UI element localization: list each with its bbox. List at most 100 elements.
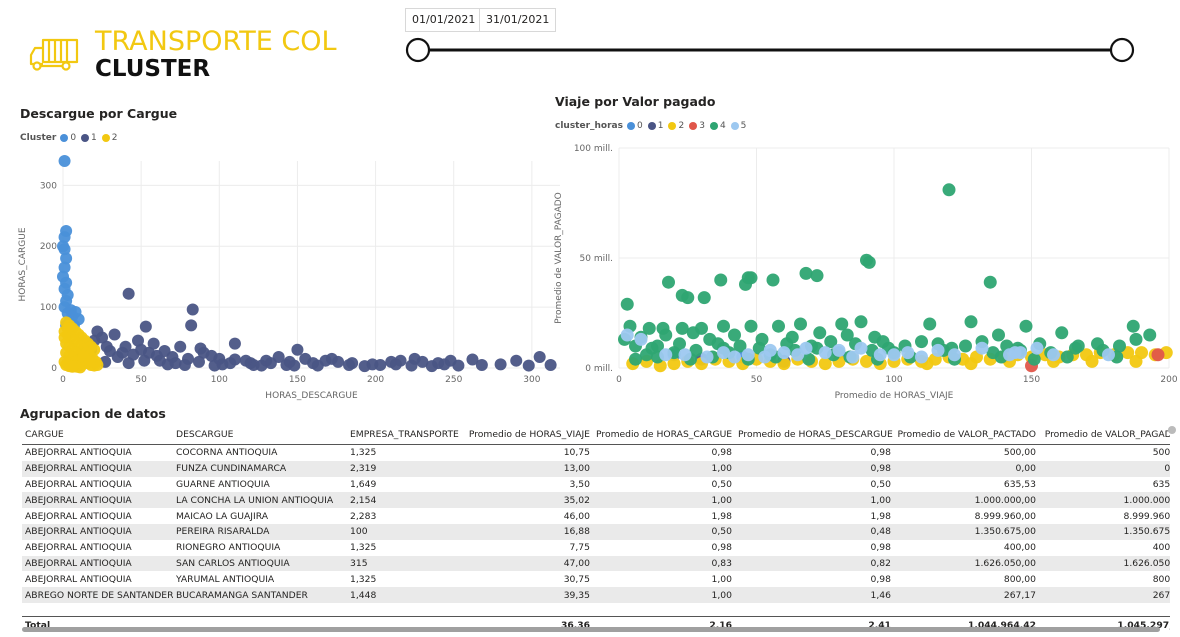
scatter-point[interactable] [544,358,557,371]
legend-item-2[interactable]: 2 [101,133,118,143]
table-row[interactable]: ABEJORRAL ANTIOQUIA LA CONCHA LA UNION AN… [22,492,1170,509]
scatter-point[interactable] [311,359,324,372]
scatter-point[interactable] [923,317,937,331]
table-row[interactable]: ABEJORRAL ANTIOQUIA YARUMAL ANTIOQUIA 1,32… [22,571,1170,587]
scatter-point[interactable] [1047,348,1060,362]
scatter-point[interactable] [659,348,673,362]
scatter-point[interactable] [686,326,700,340]
slider-start-handle[interactable] [405,37,431,63]
scatter-point[interactable] [835,317,849,331]
column-header[interactable]: Promedio de VALOR_PAGADO [1039,424,1170,445]
scatter-point[interactable] [1143,328,1157,342]
scatter-point[interactable] [174,340,187,353]
scatter-point[interactable] [739,277,752,291]
scatter-point[interactable] [840,328,854,342]
scatter-point[interactable] [714,273,728,287]
scatter-point[interactable] [983,275,997,289]
legend-item-3[interactable]: 3 [689,121,705,131]
table-row[interactable]: ABEJORRAL ANTIOQUIA PEREIRA RISARALDA 100 1… [22,523,1170,540]
scatter-point[interactable] [192,355,205,368]
scatter-point[interactable] [58,155,71,167]
column-header[interactable]: Promedio de HORAS_DESCARGUE [735,424,894,445]
legend-item-5[interactable]: 5 [730,121,746,131]
scatter-point[interactable] [91,325,104,338]
scatter-point[interactable] [224,357,237,370]
scatter-point[interactable] [264,357,277,370]
scatter-point[interactable] [854,341,868,355]
scatter-point[interactable] [58,261,71,274]
scatter-point[interactable] [667,357,681,371]
legend-item-0[interactable]: 0 [60,133,76,143]
scatter-point[interactable] [862,255,876,269]
scatter-point[interactable] [659,328,673,342]
scatter-point[interactable] [394,354,407,367]
scatter-point[interactable] [138,354,151,367]
scroll-indicator[interactable] [1168,426,1176,434]
scatter-point[interactable] [139,320,152,333]
scatter-point[interactable] [466,353,479,366]
scatter-point[interactable] [161,358,174,371]
scatter-point[interactable] [452,359,465,372]
scatter-point[interactable] [620,297,634,311]
scatter-point[interactable] [678,348,692,362]
table-row[interactable]: ABEJORRAL ANTIOQUIA COCORNA ANTIOQUIA 1,32… [22,445,1170,461]
scatter-point[interactable] [83,356,96,369]
scatter-point[interactable] [1113,339,1126,353]
scatter-point[interactable] [1129,332,1143,346]
scatter-point[interactable] [522,359,535,372]
scatter-point[interactable] [832,343,846,357]
scatter-point[interactable] [681,291,695,305]
table-row[interactable]: ABEJORRAL ANTIOQUIA GUARNE ANTIOQUIA 1,649… [22,477,1170,493]
scatter-point[interactable] [697,291,711,305]
scatter-point[interactable] [799,266,813,280]
scatter-point[interactable] [239,354,252,367]
scatter-point[interactable] [620,328,634,342]
scatter-point[interactable] [147,337,160,350]
horizontal-scrollbar[interactable] [22,627,1160,632]
scatter-point[interactable] [791,348,805,362]
legend-item-1[interactable]: 1 [647,121,663,131]
scatter-point[interactable] [777,346,791,360]
scatter-point[interactable] [733,339,747,353]
legend-item-2[interactable]: 2 [668,121,684,131]
date-start-input[interactable]: 01/01/2021 [405,8,483,32]
scatter-point[interactable] [873,348,887,362]
scatter-point[interactable] [818,346,832,360]
scatter-point[interactable] [58,231,71,244]
scatter-point[interactable] [1126,319,1140,333]
table-row[interactable]: ABEJORRAL ANTIOQUIA SAN CARLOS ANTIOQUIA 3… [22,555,1170,572]
scatter-point[interactable] [717,319,730,333]
scatter-point[interactable] [931,343,945,357]
scatter-point[interactable] [854,315,868,329]
right-scatter-chart[interactable]: 0 50 100 150 200 0 mill. 50 mill. 100 mill. Prom… [540,138,1180,408]
scatter-point[interactable] [343,358,356,371]
scatter-point[interactable] [964,315,978,329]
date-end-input[interactable]: 31/01/2021 [479,8,557,32]
scatter-point[interactable] [794,317,807,331]
scatter-point[interactable] [948,348,961,362]
scatter-point[interactable] [194,342,207,355]
scatter-point[interactable] [1129,354,1143,368]
scatter-point[interactable] [964,357,978,371]
column-header[interactable]: CARGUE [22,424,173,445]
scatter-point[interactable] [66,360,79,373]
scatter-point[interactable] [132,334,145,347]
scatter-point[interactable] [992,328,1005,342]
column-header[interactable]: Promedio de HORAS_CARGUE [593,424,735,445]
scatter-point[interactable] [288,359,301,372]
scatter-point[interactable] [810,269,824,283]
legend-item-0[interactable]: 0 [627,121,643,131]
scatter-point[interactable] [758,350,772,364]
scatter-point[interactable] [700,350,714,364]
scatter-point[interactable] [846,350,860,364]
scatter-point[interactable] [122,287,135,300]
table-row[interactable]: ABEJORRAL ANTIOQUIA RIONEGRO ANTIOQUIA 1,3… [22,540,1170,556]
scatter-point[interactable] [642,321,656,335]
table-row[interactable]: ABEJORRAL ANTIOQUIA MAICAO LA GUAJIRA 2,28… [22,508,1170,524]
scatter-point[interactable] [405,359,418,372]
table-row[interactable]: ABEJORRAL ANTIOQUIA FUNZA CUNDINAMARCA 2,3… [22,460,1170,477]
scatter-point[interactable] [291,343,304,356]
date-range-slider[interactable] [405,34,1135,68]
scatter-point[interactable] [61,322,74,335]
scatter-point[interactable] [662,275,675,289]
